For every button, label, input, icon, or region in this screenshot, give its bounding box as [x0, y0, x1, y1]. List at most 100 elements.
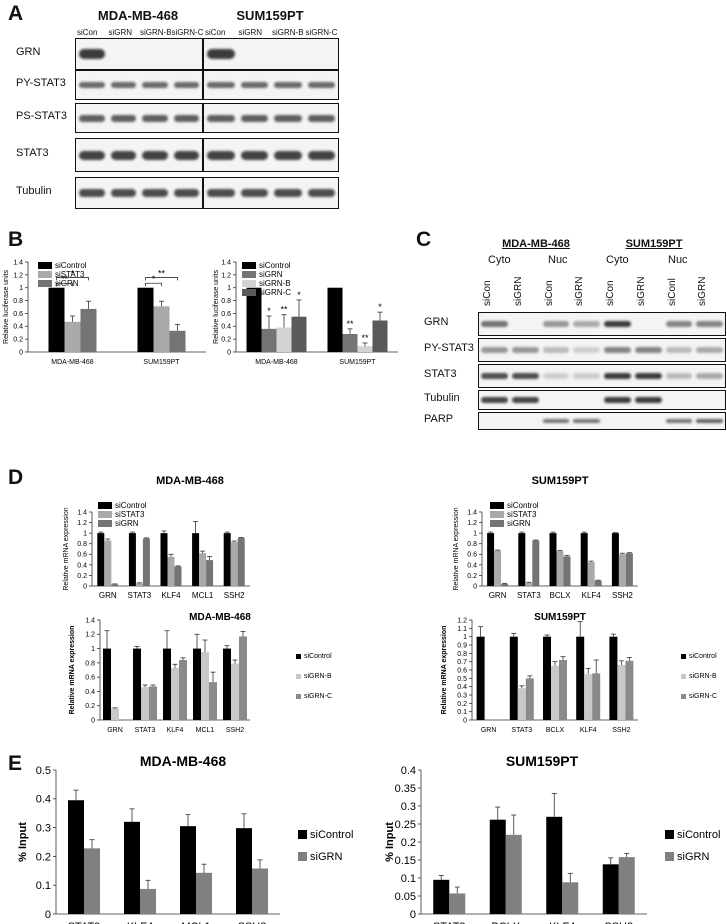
- blot-band: [207, 82, 235, 88]
- blot-band: [173, 189, 199, 197]
- lane-label: siGRN-C: [305, 28, 338, 37]
- blot-band: [511, 373, 539, 379]
- legend-entry: siGRN: [259, 270, 283, 279]
- y-tick-label: 1.4: [85, 617, 95, 624]
- y-tick-label: 0.4: [221, 324, 231, 331]
- y-tick-label: 0: [410, 909, 416, 921]
- y-tick-label: 0.8: [221, 298, 231, 305]
- x-tick-label: KLF4: [127, 921, 153, 924]
- y-tick-label: 0.9: [457, 642, 467, 649]
- y-tick-label: 1.2: [13, 272, 23, 279]
- bar: [276, 327, 292, 352]
- legend-swatch: [298, 830, 307, 839]
- bar: [201, 652, 209, 720]
- panel-c-group-title: SUM159PT: [625, 238, 683, 250]
- y-tick-label: 0.2: [36, 851, 51, 863]
- blot-band: [274, 114, 302, 122]
- panel-a-group-title-0: MDA-MB-468: [97, 8, 179, 23]
- lane-label: siGRN: [108, 28, 133, 37]
- y-tick-label: 0.2: [401, 837, 416, 849]
- significance-star: *: [378, 302, 382, 312]
- bar: [509, 636, 518, 720]
- legend-entry: siGRN-C: [689, 693, 717, 700]
- bar: [618, 857, 635, 914]
- fraction-label: Nuc: [548, 254, 568, 266]
- blot-band: [173, 114, 199, 122]
- y-tick-label: 0: [463, 717, 467, 724]
- y-tick-label: 1: [463, 634, 467, 641]
- blot-band: [696, 347, 723, 353]
- y-tick-label: 1.2: [467, 520, 477, 527]
- legend-swatch: [98, 502, 112, 509]
- lane-label: siCon: [482, 280, 493, 306]
- blot-band: [307, 150, 335, 160]
- blot-strip: [478, 312, 726, 336]
- y-tick-label: 0.6: [457, 667, 467, 674]
- blot-band: [696, 419, 723, 423]
- legend-swatch: [296, 694, 301, 699]
- blot-strip: [203, 38, 339, 70]
- legend-swatch: [38, 280, 52, 287]
- panel-a-group-title-1: SUM159PT: [236, 8, 304, 23]
- bar: [149, 686, 157, 720]
- bar: [64, 321, 81, 352]
- lane-label: siGRN-B: [272, 28, 304, 37]
- y-tick-label: 1.4: [221, 259, 231, 266]
- legend-swatch: [296, 654, 301, 659]
- x-tick-label: MDA-MB-468: [51, 359, 94, 366]
- blot-band: [173, 150, 199, 160]
- legend-swatch: [681, 694, 686, 699]
- significance-star: *: [297, 290, 301, 300]
- y-tick-label: 1: [473, 531, 477, 538]
- legend-swatch: [490, 502, 504, 509]
- y-tick-label: 0.1: [401, 873, 416, 885]
- y-axis-label: Relative mRNA expression: [441, 626, 448, 715]
- bar: [625, 553, 633, 586]
- blot-band: [573, 321, 600, 327]
- blot-strip: [203, 70, 339, 100]
- bar: [192, 533, 200, 586]
- x-tick-label: KLF4: [549, 921, 575, 924]
- legend-entry: siSTAT3: [115, 510, 145, 519]
- bar: [223, 648, 231, 720]
- legend-swatch: [242, 280, 256, 287]
- x-tick-label: STAT3: [68, 921, 101, 924]
- bar: [546, 816, 563, 914]
- legend-entry: siGRN: [677, 851, 709, 863]
- y-tick-label: 0.8: [467, 541, 477, 548]
- blot-row-label: PARP: [424, 413, 454, 425]
- y-tick-label: 0.6: [85, 675, 95, 682]
- blot-band: [307, 82, 335, 88]
- blot-band: [207, 150, 235, 160]
- bar: [433, 879, 450, 914]
- legend-entry: siGRN: [55, 279, 79, 288]
- y-axis-label: Relative luciferase units: [3, 270, 10, 344]
- bar: [372, 320, 388, 352]
- x-tick-label: BCLX: [491, 921, 520, 924]
- blot-band: [665, 373, 693, 379]
- blot-band: [634, 397, 662, 403]
- panel-d-chart-mda-sigrn: MDA-MB-468 0 0.2 0.4 0.6 0.8 1 1.2 1.4 Relative m…: [69, 612, 332, 734]
- bar: [140, 888, 156, 914]
- blot-strip: [75, 177, 203, 209]
- legend-swatch: [242, 289, 256, 296]
- y-tick-label: 1.2: [457, 617, 467, 624]
- y-tick-label: 0.6: [221, 311, 231, 318]
- bar: [587, 562, 595, 586]
- y-tick-label: 0.4: [13, 324, 23, 331]
- blot-band: [207, 189, 235, 197]
- bar: [327, 287, 343, 352]
- legend-entry: siSTAT3: [507, 510, 537, 519]
- bar: [611, 533, 619, 586]
- legend-swatch: [681, 674, 686, 679]
- bar: [103, 648, 111, 720]
- bar: [193, 648, 201, 720]
- blot-band: [511, 347, 539, 353]
- legend-swatch: [98, 511, 112, 518]
- blot-strip: [75, 103, 203, 133]
- bar: [133, 648, 141, 720]
- significance-star: **: [158, 268, 166, 278]
- y-tick-label: 0.6: [13, 311, 23, 318]
- blot-band: [274, 150, 302, 160]
